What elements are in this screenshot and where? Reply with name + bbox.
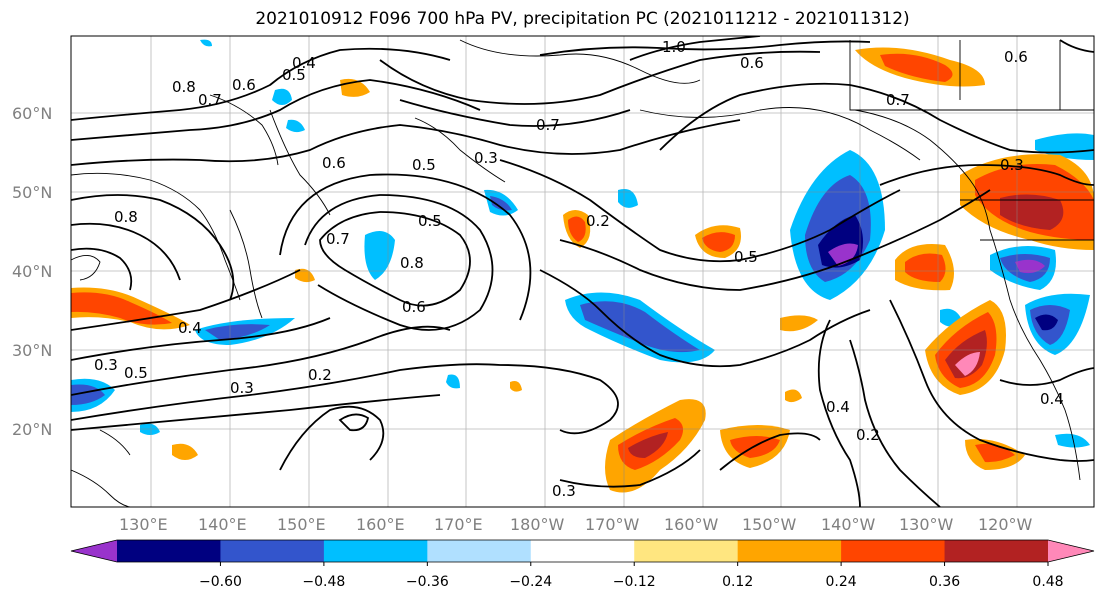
contour-label: 0.6 xyxy=(740,54,764,72)
lat-label: 60°N xyxy=(12,104,52,123)
colorbar-tick-label: 0.24 xyxy=(826,574,857,590)
colorbar-segment xyxy=(530,540,635,562)
contour-label: 0.5 xyxy=(412,156,436,174)
map-frame xyxy=(70,35,1095,508)
colorbar-segment xyxy=(1048,540,1094,562)
colorbar-segment xyxy=(427,540,532,562)
lon-label: 180°W xyxy=(510,515,565,534)
colorbar-segment xyxy=(737,540,842,562)
lon-label: 150°E xyxy=(277,515,326,534)
contour-label: 0.8 xyxy=(400,254,424,272)
contour-label: 0.2 xyxy=(308,366,332,384)
colorbar-tick-label: −0.60 xyxy=(199,574,242,590)
colorbar-tick-label: −0.36 xyxy=(406,574,449,590)
contour-label: 0.4 xyxy=(1040,390,1064,408)
contour-label: 0.3 xyxy=(1000,156,1024,174)
colorbar-tick-label: −0.24 xyxy=(509,574,552,590)
contour-label: 0.8 xyxy=(114,208,138,226)
colorbar-tick-label: 0.12 xyxy=(722,574,753,590)
contour-label: 0.4 xyxy=(178,319,202,337)
contour-label: 0.3 xyxy=(230,379,254,397)
contour-label: 0.7 xyxy=(886,91,910,109)
lat-label: 50°N xyxy=(12,183,52,202)
contour-label: 0.8 xyxy=(172,78,196,96)
contour-label: 0.5 xyxy=(124,364,148,382)
lon-label: 130°W xyxy=(899,515,954,534)
lon-label: 160°W xyxy=(664,515,719,534)
lon-label: 130°E xyxy=(119,515,168,534)
contour-label: 0.6 xyxy=(322,154,346,172)
lon-label: 120°W xyxy=(978,515,1033,534)
colorbar-outline xyxy=(70,539,1095,563)
pv-contours xyxy=(71,36,1094,507)
contour-label: 0.4 xyxy=(292,54,316,72)
contour-label: 0.5 xyxy=(418,212,442,230)
colorbar-tick-label: −0.48 xyxy=(302,574,345,590)
contour-label: 1.0 xyxy=(662,38,686,56)
contour-label: 0.3 xyxy=(474,149,498,167)
lat-axis: 60°N 50°N 40°N 30°N 20°N xyxy=(12,104,52,439)
lon-axis: 130°E 140°E 150°E 160°E 170°E 180°W 170°… xyxy=(119,515,1033,534)
colorbar-segment xyxy=(220,540,325,562)
contour-label: 0.3 xyxy=(552,482,576,500)
colorbar-segment xyxy=(323,540,428,562)
lat-label: 30°N xyxy=(12,341,52,360)
colorbar-segment xyxy=(841,540,946,562)
contour-label: 0.7 xyxy=(198,91,222,109)
lon-label: 140°W xyxy=(821,515,876,534)
lat-label: 40°N xyxy=(12,262,52,281)
colorbar-segment xyxy=(71,540,117,562)
contour-label: 0.3 xyxy=(94,356,118,374)
contour-label: 0.4 xyxy=(826,398,850,416)
colorbar: −0.60 −0.48 −0.36 −0.24 −0.12 0.12 0.24 0.36 0.4… xyxy=(70,539,1095,590)
page-title: 2021010912 F096 700 hPa PV, precipitatio… xyxy=(255,9,910,29)
contour-label: 0.6 xyxy=(402,298,426,316)
contour-label: 0.2 xyxy=(856,426,880,444)
colorbar-segment xyxy=(117,540,221,562)
contour-label: 0.5 xyxy=(734,248,758,266)
contour-label: 0.6 xyxy=(232,76,256,94)
contour-labels: 0.4 0.5 0.6 0.7 0.8 1.0 0.6 0.7 0.3 0.5 … xyxy=(94,38,1064,500)
map-gridlines xyxy=(71,36,1094,507)
lon-label: 160°E xyxy=(356,515,405,534)
contour-label: 0.7 xyxy=(536,116,560,134)
contour-label: 0.7 xyxy=(326,230,350,248)
lon-label: 170°W xyxy=(585,515,640,534)
lon-label: 140°E xyxy=(198,515,247,534)
colorbar-segment xyxy=(634,540,739,562)
contour-label: 0.6 xyxy=(1004,48,1028,66)
contour-label: 0.2 xyxy=(586,212,610,230)
lat-label: 20°N xyxy=(12,420,52,439)
colorbar-tick-label: −0.12 xyxy=(613,574,656,590)
contour-label: 0.5 xyxy=(282,66,306,84)
lon-label: 150°W xyxy=(742,515,797,534)
colorbar-tick-label: 0.36 xyxy=(929,574,960,590)
colorbar-segment xyxy=(944,540,1049,562)
colorbar-tick-label: 0.48 xyxy=(1032,574,1063,590)
lon-label: 170°E xyxy=(434,515,483,534)
